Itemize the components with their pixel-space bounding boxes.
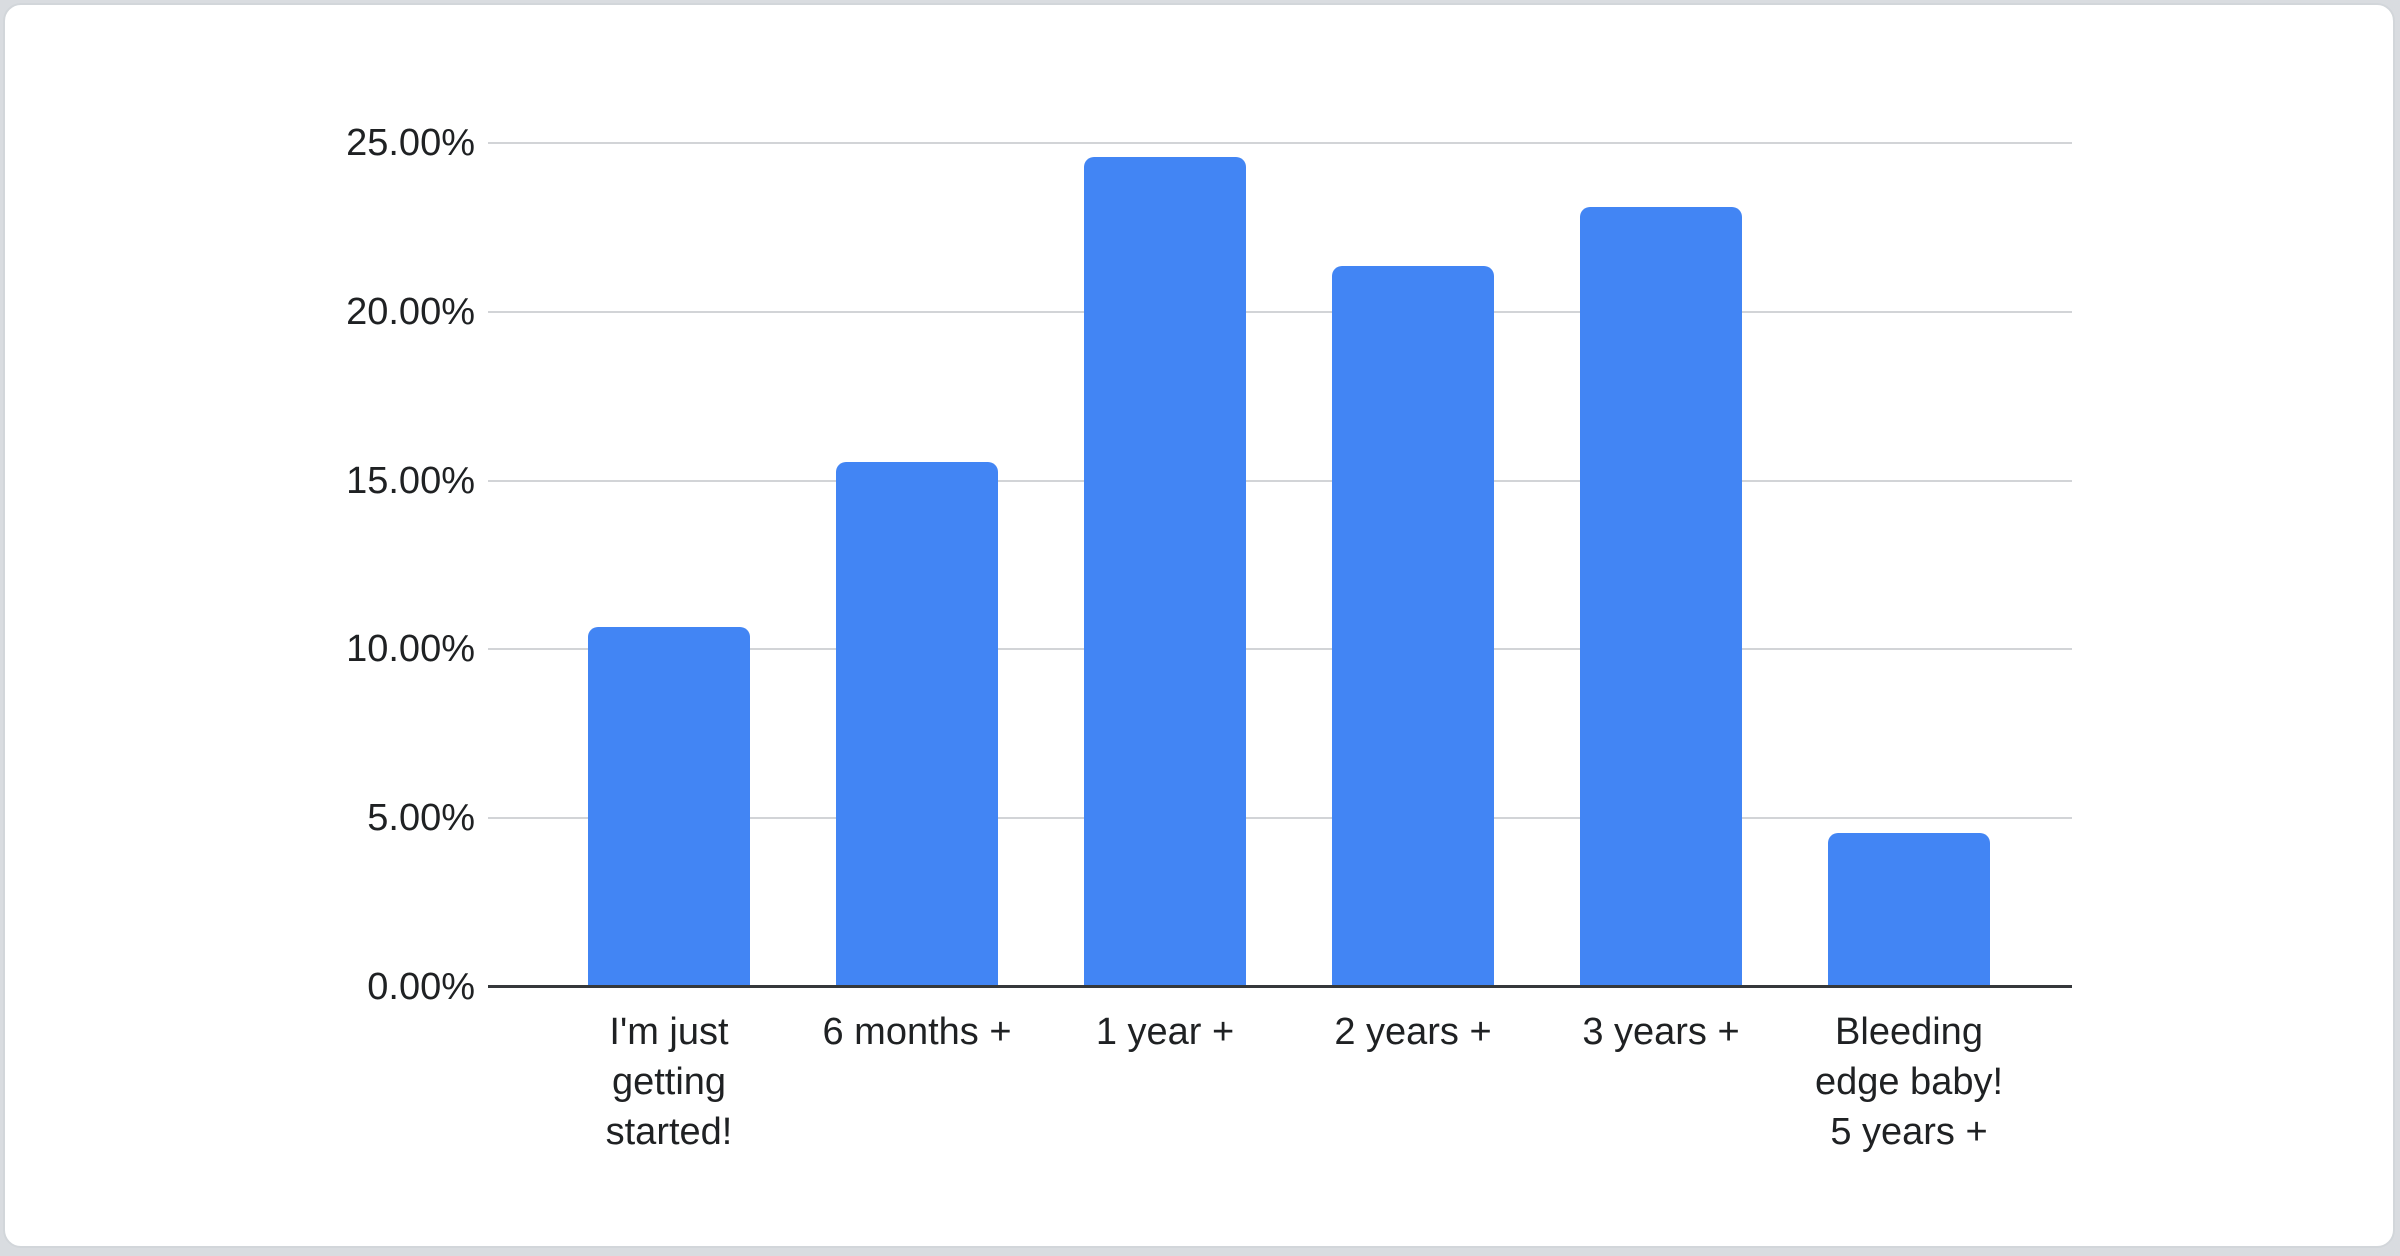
plot-area	[488, 142, 2072, 988]
y-axis-tick-label: 20.00%	[346, 290, 475, 333]
x-axis-category-label: 3 years +	[1582, 1011, 1740, 1053]
y-axis-tick-label: 5.00%	[367, 797, 475, 840]
gridline	[488, 648, 2072, 651]
x-axis-category-label: 2 years +	[1334, 1011, 1492, 1053]
bar-6[interactable]	[1828, 833, 1990, 987]
chart-card: 0.00% 5.00% 10.00% 15.00% 20.00% 25.00% I'm j…	[3, 3, 2395, 1248]
gridline	[488, 310, 2072, 313]
x-axis-category-label: I'm just getting started!	[605, 1011, 733, 1153]
y-axis-tick-label: 10.00%	[346, 628, 475, 671]
bar-5[interactable]	[1580, 207, 1742, 987]
bar-chart: 0.00% 5.00% 10.00% 15.00% 20.00% 25.00% I'm j…	[5, 5, 2393, 1246]
x-axis-line	[488, 985, 2072, 988]
x-axis-category-label: Bleeding edge baby! 5 years +	[1814, 1011, 2004, 1153]
y-axis-tick-label: 25.00%	[346, 122, 475, 164]
bar-1[interactable]	[588, 627, 750, 987]
gridline	[488, 479, 2072, 482]
gridline	[488, 817, 2072, 820]
gridline	[488, 142, 2072, 144]
x-axis-category-label: 6 months +	[822, 1011, 1012, 1053]
bar-2[interactable]	[836, 462, 998, 987]
y-axis-tick-label: 15.00%	[346, 459, 475, 502]
bar-4[interactable]	[1332, 266, 1494, 987]
y-axis-tick-label: 0.00%	[367, 966, 475, 1008]
x-axis-category-label: 1 year +	[1095, 1011, 1235, 1053]
bar-3[interactable]	[1084, 156, 1246, 987]
